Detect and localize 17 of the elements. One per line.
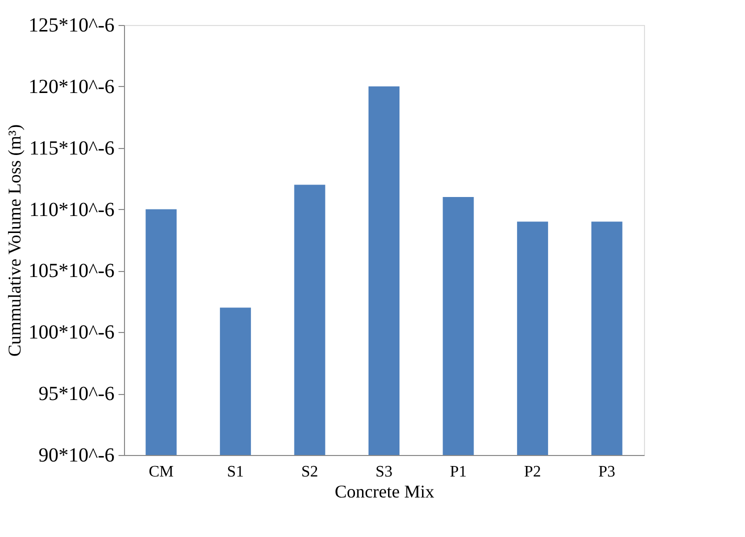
- x-tick-label: S2: [301, 464, 318, 480]
- x-tick-label: P3: [598, 464, 616, 480]
- x-tick-label: CM: [148, 464, 174, 480]
- y-tick-label: 100*10^-6: [28, 322, 114, 344]
- x-tick-label: P2: [524, 464, 542, 480]
- y-tick-label: 90*10^-6: [38, 444, 114, 466]
- x-axis-title: Concrete Mix: [334, 482, 434, 502]
- y-tick-label: 95*10^-6: [38, 383, 114, 406]
- y-tick-label: 120*10^-6: [28, 76, 114, 98]
- y-tick-label: 105*10^-6: [28, 260, 114, 282]
- x-tick-label: S1: [226, 464, 244, 480]
- x-tick-label: S3: [376, 464, 392, 480]
- y-axis-title: Cummulative Volume Loss (m³): [4, 124, 24, 357]
- y-tick-label: 110*10^-6: [29, 198, 114, 221]
- x-tick-label: P1: [450, 464, 467, 480]
- y-tick-label: 125*10^-6: [28, 14, 114, 36]
- y-tick-label: 115*10^-6: [29, 137, 114, 160]
